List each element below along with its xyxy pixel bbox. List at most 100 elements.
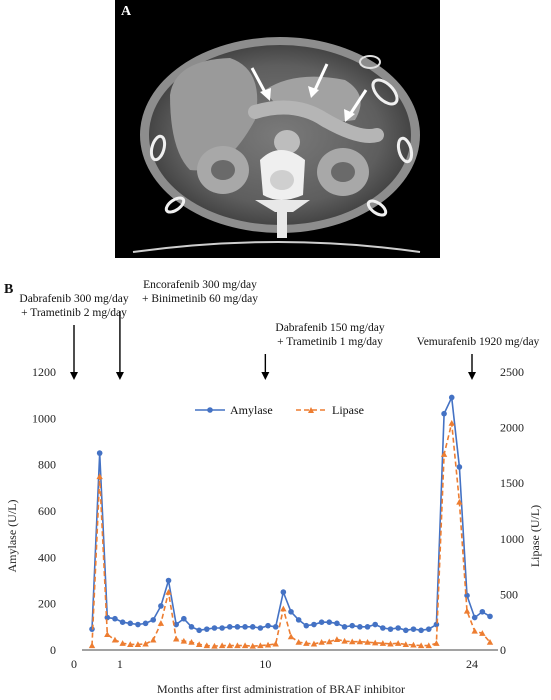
lipase-point [218, 642, 226, 649]
amylase-point [119, 619, 126, 625]
lipase-point [234, 642, 241, 649]
lipase-point [287, 633, 295, 640]
lipase-point [417, 642, 425, 649]
lipase-point [142, 640, 149, 647]
lipase-point [203, 642, 211, 649]
lipase-point [402, 641, 410, 647]
amylase-point [158, 603, 164, 609]
series-layer [88, 394, 494, 649]
lipase-point [349, 638, 356, 645]
amylase-point [334, 620, 340, 627]
lipase-point [425, 642, 432, 649]
amylase-point [395, 625, 401, 631]
y-left-tick-label: 1000 [32, 411, 56, 425]
lipase-point [479, 630, 486, 636]
amylase-point [380, 625, 386, 631]
lipase-point [364, 639, 371, 645]
amylase-point [326, 619, 333, 625]
y-left-tick-label: 200 [38, 597, 56, 611]
lipase-point [188, 639, 195, 645]
amylase-point [288, 608, 294, 615]
annotation-line: + Trametinib 1 mg/day [277, 336, 383, 348]
amylase-point [303, 622, 310, 629]
amylase-point [349, 622, 356, 629]
y-right-tick-label: 1500 [500, 476, 524, 490]
y-right-axis-title: Lipase (U/L) [528, 505, 542, 567]
lipase-point [157, 620, 165, 626]
lipase-point [211, 642, 218, 649]
lipase-point [456, 498, 463, 505]
legend-amylase-label: Amylase [230, 403, 273, 417]
y-left-tick-label: 400 [38, 550, 56, 564]
annotation-line: Encorafenib 300 mg/day [143, 280, 257, 291]
amylase-point [372, 621, 378, 628]
chart-axes: 0 200 400 600 800 1000 1200 0 500 1000 1500 2000 250… [5, 365, 542, 696]
amylase-point [403, 627, 409, 634]
amylase-point [173, 621, 179, 628]
amylase-point [142, 620, 149, 627]
lipase-point [88, 642, 96, 649]
amylase-point [211, 625, 218, 631]
lipase-point [257, 642, 264, 649]
amylase-point [433, 621, 440, 628]
x-tick-label: 0 [71, 657, 77, 671]
lipase-point [333, 636, 341, 642]
annotation-text: Encorafenib 300 mg/day + Binimetinib 60 m… [142, 280, 258, 305]
amylase-point [165, 577, 172, 584]
lipase-point [264, 641, 272, 648]
amylase-point [234, 624, 241, 630]
amylase-point [280, 589, 287, 595]
amylase-point [226, 624, 233, 630]
lipase-point [96, 473, 103, 480]
annotation-line: + Binimetinib 60 mg/day [142, 293, 258, 305]
lipase-point [463, 607, 471, 614]
amylase-point [272, 624, 279, 630]
lipase-point [356, 638, 364, 645]
lipase-point [249, 642, 256, 649]
amylase-point [104, 614, 111, 621]
lipase-point [280, 605, 287, 612]
lipase-point [195, 641, 203, 647]
enzyme-chart: Dabrafenib 300 mg/day + Trametinib 2 mg/d… [5, 280, 542, 696]
lipase-point [172, 635, 180, 642]
panel-a-label: A [121, 4, 132, 19]
amylase-point [441, 410, 447, 417]
amylase-point [257, 625, 264, 631]
amylase-point [188, 624, 195, 630]
lipase-point [486, 639, 494, 645]
y-right-tick-label: 0 [500, 643, 506, 657]
amylase-line [91, 394, 491, 632]
lipase-point [448, 419, 455, 426]
lipase-point [127, 641, 134, 647]
amylase-point [249, 624, 256, 630]
annotation-line: Vemurafenib 1920 mg/day [417, 336, 540, 348]
amylase-point [418, 627, 424, 634]
y-right-tick-label: 2000 [500, 421, 524, 435]
amylase-point [318, 619, 325, 625]
annotation-arrowhead [115, 372, 124, 380]
amylase-point [364, 624, 371, 630]
lipase-point [410, 641, 417, 648]
amylase-point [471, 614, 478, 621]
amylase-point [387, 626, 394, 632]
amylase-point [219, 625, 225, 631]
amylase-point [425, 626, 432, 632]
chart-legend: Amylase Lipase [195, 403, 364, 417]
y-left-tick-label: 800 [38, 458, 56, 472]
annotation-line: Dabrafenib 150 mg/day [275, 322, 384, 334]
x-tick-label: 24 [466, 657, 478, 671]
x-tick-label: 1 [117, 657, 123, 671]
lipase-point [134, 641, 142, 647]
amylase-point [456, 464, 463, 470]
lipase-point [295, 639, 302, 645]
treatment-annotations: Dabrafenib 300 mg/day + Trametinib 2 mg/d… [19, 280, 540, 380]
lipase-point [119, 640, 126, 646]
lipase-point [471, 627, 478, 634]
y-right-tick-label: 2500 [500, 365, 524, 379]
amylase-point [341, 624, 348, 630]
panel-b-label: B [4, 282, 14, 297]
lipase-point [341, 637, 348, 644]
y-right-tick-label: 500 [500, 587, 518, 601]
amylase-point [311, 621, 317, 628]
amylase-point [410, 626, 417, 632]
